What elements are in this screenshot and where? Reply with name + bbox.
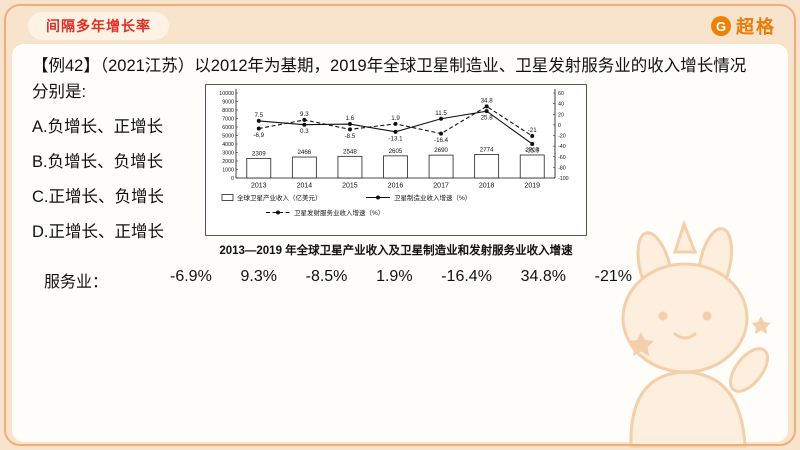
service-growth-values: -6.9% 9.3% -8.5% 1.9% -16.4% 34.8% -21% (170, 268, 632, 286)
option-b: B.负增长、负增长 (32, 153, 164, 171)
svg-text:9000: 9000 (222, 100, 234, 106)
svg-text:-16.4: -16.4 (434, 137, 449, 144)
svg-text:2017: 2017 (433, 183, 449, 190)
mascot-unicorn-illustration (621, 220, 771, 448)
growth-value: -21% (594, 268, 632, 285)
chart-caption: 2013—2019 年全球卫星产业收入及卫星制造业和发射服务业收入增速 (219, 245, 573, 257)
content-panel: 【例42】（2021江苏）以2012年为基期，2019年全球卫星制造业、卫星发射… (12, 44, 788, 448)
svg-text:-21: -21 (528, 127, 538, 134)
svg-text:全球卫星产业收入（亿美元）: 全球卫星产业收入（亿美元） (237, 193, 322, 202)
growth-value: -6.9% (170, 268, 212, 285)
svg-text:卫星制造业收入增速（%）: 卫星制造业收入增速（%） (394, 193, 471, 202)
svg-text:2014: 2014 (297, 183, 313, 190)
brand-logo-icon: G (711, 16, 731, 36)
svg-text:2605: 2605 (389, 148, 403, 155)
svg-text:20: 20 (558, 112, 564, 118)
svg-text:0: 0 (231, 176, 234, 182)
svg-text:6000: 6000 (222, 125, 234, 131)
svg-text:-40: -40 (558, 144, 566, 150)
svg-text:1.9: 1.9 (391, 115, 400, 122)
service-growth-label: 服务业： (44, 274, 109, 291)
svg-text:0: 0 (558, 123, 561, 129)
svg-text:-13.1: -13.1 (388, 135, 403, 142)
answer-options: A.负增长、正增长 B.负增长、负增长 C.正增长、负增长 D.正增长、正增长 (32, 110, 164, 250)
chart-canvas: 0 1000 2000 3000 4000 5000 6000 7000 8000 9000 100… (219, 89, 569, 217)
svg-text:-100: -100 (558, 176, 569, 182)
question-line-1: 【例42】（2021江苏）以2012年为基期，2019年全球卫星制造业、卫星发射… (32, 57, 747, 75)
question-text: 【例42】（2021江苏）以2012年为基期，2019年全球卫星制造业、卫星发射… (32, 53, 786, 106)
question-line-2: 分别是: (32, 83, 87, 102)
svg-text:11.5: 11.5 (435, 110, 447, 117)
svg-text:2013: 2013 (251, 183, 267, 190)
svg-text:-6.9: -6.9 (253, 132, 264, 139)
svg-text:-8.5: -8.5 (345, 133, 356, 140)
svg-text:4000: 4000 (222, 142, 234, 148)
svg-text:34.8: 34.8 (481, 97, 494, 104)
growth-value: 1.9% (376, 268, 413, 285)
svg-text:2309: 2309 (252, 150, 266, 157)
chart-area: 0 1000 2000 3000 4000 5000 6000 7000 8000 9000 100… (205, 84, 587, 258)
svg-text:2548: 2548 (343, 148, 357, 155)
option-a: A.负增长、正增长 (32, 118, 164, 136)
brand-logo-text: 超格 (736, 17, 776, 37)
svg-text:2774: 2774 (480, 146, 494, 153)
svg-text:-20: -20 (558, 134, 566, 140)
svg-text:2000: 2000 (222, 159, 234, 165)
svg-text:5000: 5000 (222, 134, 234, 140)
svg-text:2466: 2466 (297, 149, 311, 156)
topic-badge: 间隔多年增长率 (28, 12, 169, 40)
svg-text:2018: 2018 (479, 183, 495, 190)
growth-value: 34.8% (520, 268, 566, 285)
svg-text:1.6: 1.6 (346, 115, 355, 122)
svg-text:10000: 10000 (219, 91, 234, 97)
svg-text:2019: 2019 (524, 183, 540, 190)
svg-text:2690: 2690 (434, 147, 448, 154)
svg-text:8000: 8000 (222, 108, 234, 114)
svg-text:0.3: 0.3 (300, 128, 309, 135)
svg-text:7.5: 7.5 (254, 112, 263, 119)
option-c: C.正增长、负增长 (32, 188, 164, 206)
svg-text:60: 60 (558, 91, 564, 97)
brand-logo: G 超格 (711, 13, 776, 39)
svg-text:2707: 2707 (525, 147, 539, 154)
svg-text:1000: 1000 (222, 168, 234, 174)
svg-text:25.8: 25.8 (481, 115, 494, 122)
svg-text:卫星发射服务业收入增速（%）: 卫星发射服务业收入增速（%） (294, 208, 384, 217)
svg-text:-35.9: -35.9 (525, 147, 540, 154)
growth-value: 9.3% (240, 268, 277, 285)
svg-text:-80: -80 (558, 165, 566, 171)
svg-text:2016: 2016 (388, 183, 404, 190)
svg-text:9.3: 9.3 (300, 111, 309, 118)
growth-value: -8.5% (305, 268, 348, 285)
svg-text:3000: 3000 (222, 151, 234, 157)
option-d: D.正增长、正增长 (32, 223, 164, 241)
svg-text:7000: 7000 (222, 117, 234, 123)
svg-text:2015: 2015 (342, 183, 358, 190)
growth-value: -16.4% (441, 268, 492, 285)
satellite-industry-chart: 0 1000 2000 3000 4000 5000 6000 7000 8000 9000 100… (205, 84, 587, 236)
svg-text:40: 40 (558, 102, 564, 108)
svg-text:-60: -60 (558, 155, 566, 161)
